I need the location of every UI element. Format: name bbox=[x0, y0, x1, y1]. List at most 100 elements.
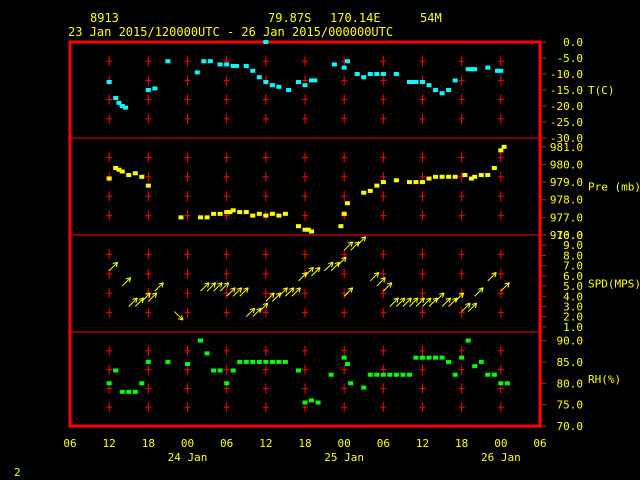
temp-point bbox=[426, 83, 432, 88]
wind-vector-head bbox=[409, 297, 412, 303]
wind-vector-shaft bbox=[200, 282, 210, 292]
pres-point bbox=[227, 210, 233, 215]
pres-point bbox=[485, 173, 491, 178]
rh-point bbox=[504, 381, 510, 386]
time-range: 23 Jan 2015/120000UTC - 26 Jan 2015/0000… bbox=[68, 25, 393, 39]
panel-label-wind: SPD(MPS) bbox=[588, 278, 640, 291]
pres-point bbox=[309, 229, 315, 234]
wind-vector-shaft bbox=[245, 307, 256, 318]
wind-vector-head bbox=[132, 297, 138, 300]
wind-vector-shaft bbox=[409, 297, 419, 307]
wind-vector-head bbox=[471, 302, 477, 305]
station-id: 8913 bbox=[90, 11, 119, 25]
wind-vector-head bbox=[249, 307, 255, 311]
wind-vector bbox=[369, 271, 380, 282]
temp-point bbox=[263, 40, 269, 44]
pres-point bbox=[380, 180, 386, 185]
rh-point bbox=[420, 355, 425, 360]
wind-vector bbox=[213, 282, 223, 292]
pres-point bbox=[452, 174, 458, 179]
wind-vector-head bbox=[298, 287, 301, 293]
wind-vector-head bbox=[328, 261, 334, 265]
latitude: 79.87S bbox=[268, 11, 311, 25]
wind-vector-head bbox=[272, 292, 275, 298]
y-tick-label: 5.0 bbox=[563, 280, 583, 293]
pres-point bbox=[145, 183, 151, 188]
wind-vector-head bbox=[341, 256, 347, 260]
wind-vector-head bbox=[399, 297, 406, 300]
wind-vector-head bbox=[262, 302, 268, 305]
wind-vector-head bbox=[252, 308, 256, 314]
temp-point bbox=[374, 72, 380, 76]
temp-point bbox=[145, 88, 151, 92]
rh-point bbox=[263, 359, 269, 364]
rh-point bbox=[119, 389, 125, 394]
wind-vector-shaft bbox=[147, 292, 158, 302]
panel-label-rh: RH(%) bbox=[588, 373, 621, 386]
wind-vector-shaft bbox=[448, 297, 458, 307]
rh-point bbox=[498, 381, 504, 386]
pres-point bbox=[282, 211, 288, 216]
pres-point bbox=[269, 211, 275, 216]
rh-point bbox=[367, 372, 373, 377]
rh-point bbox=[243, 359, 249, 364]
wind-vector-head bbox=[402, 297, 406, 303]
wind-vector bbox=[467, 302, 478, 312]
wind-vector bbox=[108, 261, 119, 272]
wind-vector-head bbox=[295, 287, 301, 290]
wind-vector bbox=[376, 277, 386, 287]
temp-point bbox=[165, 59, 171, 64]
temp-point bbox=[354, 72, 360, 76]
wind-vector-head bbox=[383, 277, 386, 283]
wind-vector bbox=[265, 292, 275, 302]
wind-vector bbox=[121, 277, 132, 287]
temp-point bbox=[367, 72, 373, 76]
wind-vector bbox=[474, 287, 484, 297]
pres-point bbox=[420, 180, 425, 185]
y-tick-label: 3.0 bbox=[563, 300, 583, 313]
temp-point bbox=[485, 65, 491, 70]
y-tick-label: 75.0 bbox=[557, 399, 584, 412]
rh-point bbox=[472, 364, 478, 369]
wind-vector-head bbox=[426, 297, 432, 300]
wind-vector-head bbox=[210, 282, 216, 285]
temp-point bbox=[344, 59, 350, 64]
x-date-label: 25 Jan bbox=[324, 451, 364, 464]
wind-vector-shaft bbox=[278, 287, 288, 297]
wind-vector-head bbox=[282, 287, 288, 290]
wind-vector-head bbox=[246, 287, 249, 293]
y-tick-label: 8.0 bbox=[563, 249, 583, 262]
temp-point bbox=[113, 96, 119, 100]
y-tick-label: -25.0 bbox=[550, 116, 583, 129]
wind-vector-head bbox=[213, 282, 217, 288]
wind-vector bbox=[291, 287, 301, 297]
y-tick-label: 0.0 bbox=[563, 36, 583, 49]
wind-vector bbox=[382, 282, 393, 292]
temp-point bbox=[341, 65, 347, 70]
pres-point bbox=[338, 224, 344, 229]
temp-point bbox=[207, 59, 213, 64]
wind-vector-shaft bbox=[441, 297, 451, 307]
wind-vector-shaft bbox=[467, 302, 478, 312]
page-number: 2 bbox=[14, 466, 21, 479]
y-tick-label: 90.0 bbox=[557, 335, 584, 348]
wind-vector bbox=[324, 261, 334, 272]
temp-point bbox=[380, 72, 386, 76]
wind-vector-shaft bbox=[454, 292, 464, 302]
wind-vector-shaft bbox=[128, 297, 138, 307]
rh-point bbox=[315, 400, 321, 405]
wind-vector-shaft bbox=[252, 307, 262, 318]
rh-point bbox=[433, 355, 439, 360]
wind-vector bbox=[219, 282, 230, 292]
pres-point bbox=[106, 176, 112, 181]
wind-vector-head bbox=[239, 287, 243, 293]
wind-vector bbox=[422, 297, 432, 307]
wind-vector-head bbox=[288, 287, 295, 290]
wind-vector-shaft bbox=[337, 256, 347, 266]
wind-vector-shaft bbox=[213, 282, 223, 292]
wind-vector bbox=[435, 292, 445, 302]
panel-frames bbox=[68, 40, 542, 428]
wind-vector bbox=[311, 266, 321, 277]
rh-point bbox=[426, 355, 432, 360]
x-tick-label: 00 bbox=[181, 437, 194, 450]
